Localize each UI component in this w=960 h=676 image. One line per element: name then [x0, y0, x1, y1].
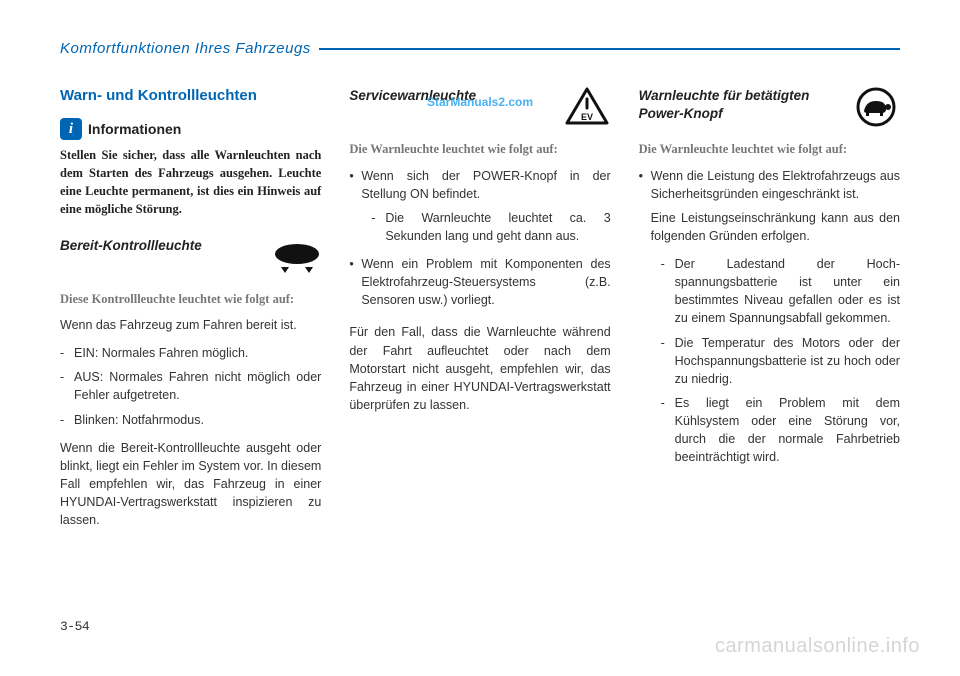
watermark-top: StarManuals2.com	[427, 95, 533, 109]
list-item: Wenn ein Problem mit Komponen­ten des El…	[349, 255, 610, 309]
ready-after: Wenn die Bereit-Kontrollleuchte ausgeht …	[60, 439, 321, 530]
turtle-icon	[852, 87, 900, 127]
list-item: Wenn die Leistung des Elektro­fahrzeugs …	[639, 167, 900, 467]
power-lead: Die Warnleuchte leuchtet wie folgt auf:	[639, 141, 900, 159]
ready-indicator-title: Bereit-Kontrollleuchte	[60, 237, 202, 255]
column-2: Servicewarnleuchte EV Die Warnleuchte le…	[349, 87, 610, 539]
power-bullets: Wenn die Leistung des Elektro­fahrzeugs …	[639, 167, 900, 467]
bullet-text: Wenn sich der POWER-Knopf in der Stellun…	[361, 169, 610, 201]
list-item: Blinken: Notfahrmodus.	[60, 411, 321, 429]
ready-icon	[273, 237, 321, 277]
info-label: Informationen	[88, 121, 181, 137]
list-item: Die Warnleuchte leuchtet ca. 3 Sekunden …	[371, 209, 610, 245]
list-item: Die Temperatur des Motors oder der Hochs…	[661, 334, 900, 388]
bullet-after: Eine Leistungseinschränkung kann aus den…	[651, 209, 900, 245]
info-heading: i Informationen	[60, 118, 321, 140]
ready-indicator-heading: Bereit-Kontrollleuchte	[60, 237, 321, 277]
content-columns: Warn- und Kontrollleuchten i Information…	[60, 87, 900, 539]
page-number: 3-54	[60, 619, 89, 634]
list-item: Es liegt ein Problem mit dem Kühlsystem …	[661, 394, 900, 467]
list-item: EIN: Normales Fahren möglich.	[60, 344, 321, 362]
info-text: Stellen Sie sicher, dass alle Warnleucht…	[60, 146, 321, 219]
power-dash-list: Der Ladestand der Hoch­spannungsbatterie…	[661, 255, 900, 466]
ready-list: EIN: Normales Fahren möglich. AUS: Norma…	[60, 344, 321, 429]
ready-lead: Diese Kontrollleuchte leuchtet wie folgt…	[60, 291, 321, 309]
list-item: Wenn sich der POWER-Knopf in der Stellun…	[349, 167, 610, 246]
power-heading: Warnleuchte für betätigten Power-Knopf	[639, 87, 900, 127]
power-title: Warnleuchte für betätigten Power-Knopf	[639, 87, 844, 122]
nested-list: Die Warnleuchte leuchtet ca. 3 Sekunden …	[371, 209, 610, 245]
chapter-title: Komfortfunktionen Ihres Fahrzeugs	[60, 40, 319, 57]
service-warning-icon: EV	[563, 87, 611, 127]
list-item: AUS: Normales Fahren nicht möglich oder …	[60, 368, 321, 404]
svg-text:EV: EV	[581, 112, 593, 122]
header-rule	[319, 48, 900, 50]
list-item: Der Ladestand der Hoch­spannungsbatterie…	[661, 255, 900, 328]
manual-page: Komfortfunktionen Ihres Fahrzeugs Warn- …	[0, 0, 960, 559]
service-bullets: Wenn sich der POWER-Knopf in der Stellun…	[349, 167, 610, 310]
service-lead: Die Warnleuchte leuchtet wie folgt auf:	[349, 141, 610, 159]
watermark-bottom: carmanualsonline.info	[715, 635, 920, 658]
bullet-text: Wenn die Leistung des Elektro­fahrzeugs …	[651, 169, 900, 201]
column-3: Warnleuchte für betätigten Power-Knopf D…	[639, 87, 900, 539]
info-icon: i	[60, 118, 82, 140]
service-after: Für den Fall, dass die Warnleuchte währe…	[349, 323, 610, 414]
section-title: Warn- und Kontrollleuchten	[60, 87, 321, 104]
ready-body: Wenn das Fahrzeug zum Fahren bereit ist.	[60, 316, 321, 334]
chapter-header: Komfortfunktionen Ihres Fahrzeugs	[60, 40, 900, 57]
column-1: Warn- und Kontrollleuchten i Information…	[60, 87, 321, 539]
